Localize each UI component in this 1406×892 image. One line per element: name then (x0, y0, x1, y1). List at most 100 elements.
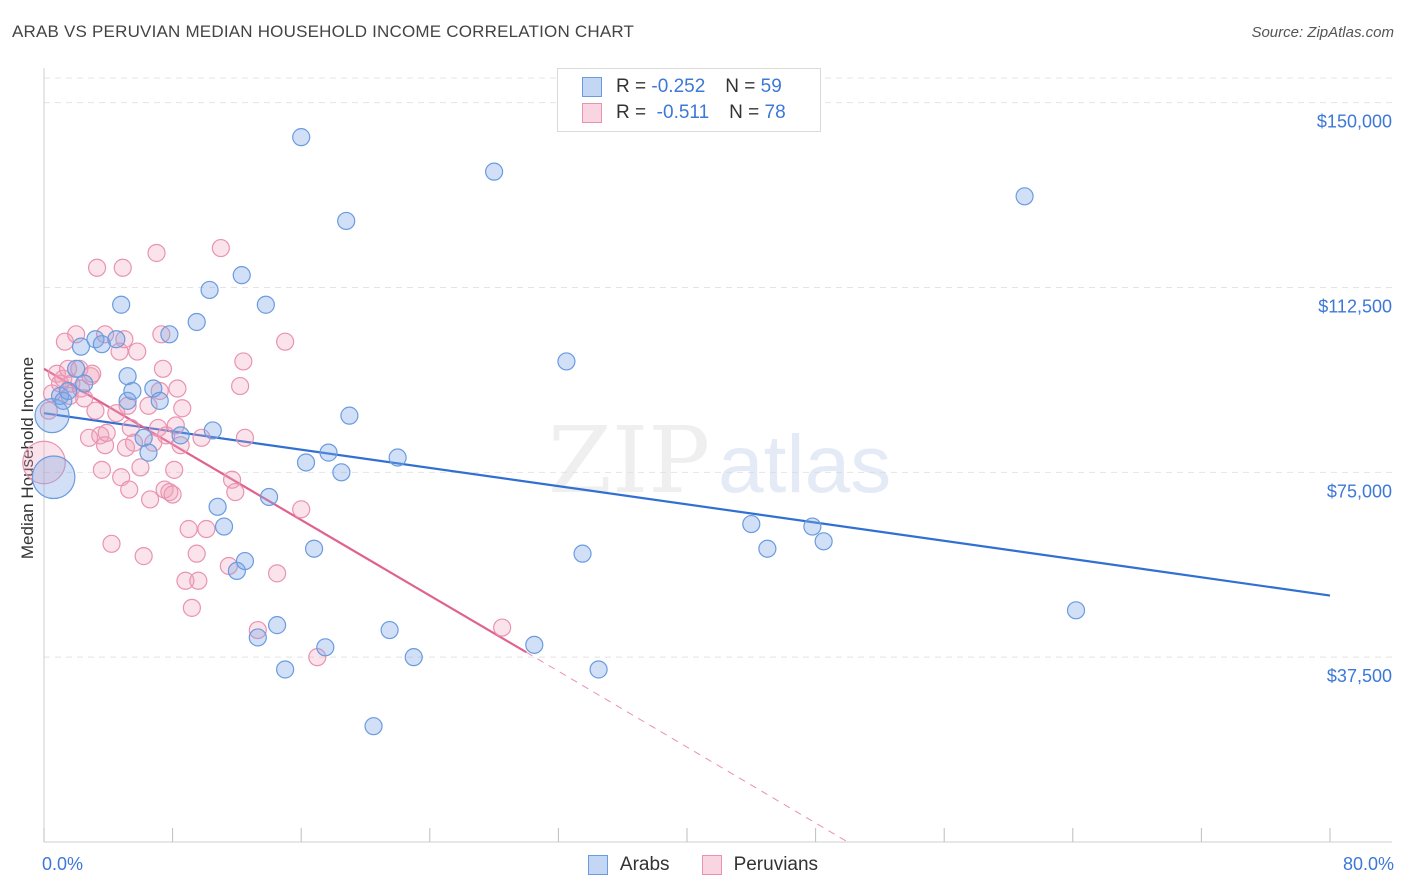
source-label: Source: ZipAtlas.com (1251, 24, 1394, 41)
peruvian-point (182, 598, 201, 617)
peruvian-point (128, 342, 147, 361)
peruvians-swatch (582, 103, 602, 123)
arab-point (814, 532, 833, 551)
arab-point (742, 514, 761, 534)
arab-point (256, 295, 275, 314)
peruvian-point (157, 426, 176, 445)
arab-point (214, 517, 234, 536)
arab-point (1066, 601, 1086, 620)
arab-point (1015, 187, 1034, 206)
arab-point (758, 539, 777, 558)
watermark-zip: ZIP (548, 407, 710, 514)
legend-r-label: R = (616, 76, 647, 97)
peruvian-point (248, 620, 267, 640)
arab-point (388, 448, 407, 467)
peruvian-point (75, 389, 94, 408)
legend-n-value: 78 (764, 102, 786, 123)
arab-point (319, 443, 338, 462)
peruvian-point (493, 618, 512, 637)
watermark: ZIP atlas (548, 407, 891, 514)
y-tick-label: $112,500 (1318, 296, 1392, 316)
arab-point (803, 517, 822, 536)
arab-point (123, 381, 142, 401)
peruvian-point (113, 258, 132, 277)
peruvian-point (87, 258, 107, 277)
arab-point (59, 381, 78, 401)
tick-labels: $37,500 $75,000 $112,500 $150,000 0.0% 80.0% (42, 112, 1394, 874)
arab-point (364, 717, 383, 736)
arab-point (75, 374, 94, 393)
peruvian-point (276, 332, 295, 351)
legend-item-arabs[interactable]: Arabs (587, 854, 670, 876)
peruvian-point (92, 460, 111, 479)
arab-point (112, 295, 131, 314)
arab-point (296, 453, 316, 472)
arab-point (92, 335, 111, 354)
peruvian-point (140, 490, 160, 509)
peruvian-point (131, 458, 150, 477)
arab-point (118, 391, 137, 410)
peruvian-point (86, 401, 105, 420)
arab-trend-line (43, 412, 1331, 597)
arab-point (404, 648, 423, 667)
peruvian-point (192, 428, 211, 447)
arab-point (171, 426, 190, 445)
arab-point (267, 616, 287, 635)
chart-title: ARAB VS PERUVIAN MEDIAN HOUSEHOLD INCOME… (12, 22, 635, 41)
x-tick-label: 80.0% (1343, 854, 1394, 874)
y-tick-label: $75,000 (1327, 481, 1392, 501)
peruvian-point (165, 460, 184, 479)
arab-point (316, 638, 335, 657)
peruvian-point (153, 359, 173, 378)
arab-point (557, 352, 576, 371)
peruvian-point (168, 379, 187, 398)
arab-point (150, 391, 169, 410)
arab-point (67, 359, 86, 378)
legend-row-peruvians: R = -0.511 N = 78 (582, 101, 786, 125)
peruvian-point (124, 433, 144, 452)
peruvian-point (166, 416, 185, 435)
series-legend: Arabs Peruvians (0, 852, 1406, 878)
legend-r-label: R = (616, 102, 647, 123)
y-tick-label: $150,000 (1317, 112, 1392, 132)
arab-point (54, 391, 73, 410)
arab-point (380, 620, 399, 640)
arab-point (203, 421, 222, 440)
arab-point (187, 312, 206, 332)
arabs-swatch (582, 77, 602, 97)
arab-point (71, 337, 91, 356)
peruvian-point (189, 571, 208, 590)
legend-n-label: N = (725, 76, 756, 97)
peruvian-point (97, 423, 116, 442)
legend-item-peruvians[interactable]: Peruvians (701, 854, 819, 876)
peruvian-point (211, 238, 230, 258)
peruvian-point (226, 482, 245, 502)
peruvian-point (163, 485, 182, 504)
arab-point (107, 330, 126, 349)
arab-point (160, 325, 179, 344)
peruvian-point (292, 500, 311, 519)
arab-point (276, 660, 295, 679)
data-points (22, 128, 1086, 736)
peruvians-legend-label: Peruvians (733, 854, 819, 875)
peruvian-point (134, 547, 153, 566)
peruvian-point (267, 564, 287, 583)
peruvian-point (95, 325, 115, 344)
peruvian-point (160, 482, 179, 502)
peruvian-point (179, 519, 198, 539)
arab-point (139, 443, 158, 462)
arab-point (337, 211, 356, 231)
peruvian-point (39, 401, 58, 420)
axes (43, 68, 1392, 843)
arab-point (248, 628, 267, 647)
arab-point (485, 162, 504, 181)
peruvian-point (231, 376, 250, 396)
arab-point (340, 406, 359, 425)
peruvian-point (176, 571, 195, 590)
peruvian-point (171, 436, 190, 455)
peruvian-point (235, 428, 255, 447)
peruvian-point (120, 480, 139, 499)
peruvian-point (139, 396, 158, 415)
peruvian-point (107, 404, 126, 423)
